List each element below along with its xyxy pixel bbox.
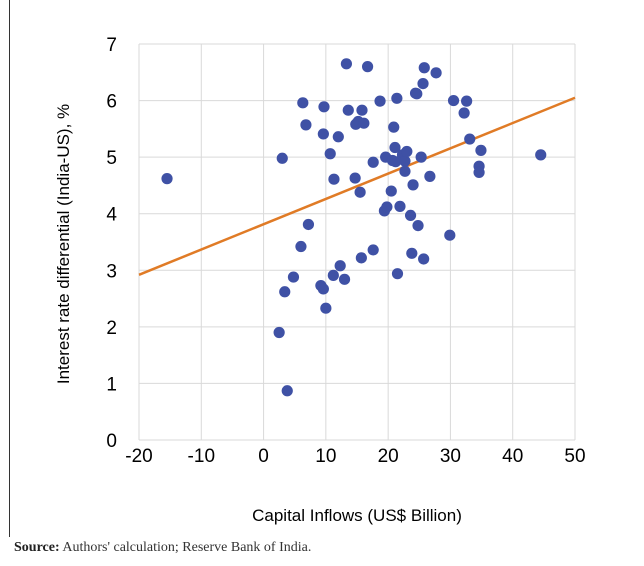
data-point bbox=[317, 128, 329, 140]
data-point bbox=[430, 67, 442, 79]
data-point bbox=[358, 117, 370, 129]
x-axis-title: Capital Inflows (US$ Billion) bbox=[252, 506, 462, 525]
data-point bbox=[464, 133, 476, 145]
data-point bbox=[391, 268, 404, 280]
data-point bbox=[356, 104, 368, 116]
data-point bbox=[388, 121, 400, 133]
data-point bbox=[385, 185, 397, 197]
data-point bbox=[361, 61, 374, 73]
data-point bbox=[407, 179, 419, 191]
source-label: Source: bbox=[14, 540, 60, 555]
y-tick-label: 2 bbox=[106, 318, 117, 339]
data-point bbox=[332, 131, 344, 143]
data-point bbox=[447, 94, 460, 107]
data-point bbox=[324, 148, 336, 160]
data-point bbox=[389, 141, 401, 154]
data-point bbox=[334, 260, 346, 272]
x-tick-label: -20 bbox=[125, 446, 152, 467]
data-point bbox=[535, 149, 547, 161]
grid-layer bbox=[138, 43, 576, 441]
data-point bbox=[300, 119, 312, 131]
data-point bbox=[318, 101, 330, 113]
y-tick-label: 7 bbox=[106, 35, 117, 56]
data-point bbox=[404, 209, 417, 222]
y-tick-label: 0 bbox=[106, 431, 117, 452]
x-tick-label: 0 bbox=[258, 446, 269, 467]
data-point bbox=[406, 247, 418, 259]
data-point bbox=[401, 145, 413, 158]
data-point bbox=[355, 252, 367, 264]
data-point bbox=[415, 151, 427, 163]
tick-labels: -20 -10 0 10 20 30 40 50 0 1 2 3 4 5 6 7 bbox=[106, 35, 585, 467]
data-point bbox=[295, 240, 307, 253]
data-point bbox=[411, 88, 423, 100]
y-axis-title: Interest rate differential (India-US), % bbox=[54, 104, 73, 384]
y-tick-label: 5 bbox=[106, 148, 117, 169]
data-point bbox=[391, 92, 403, 104]
data-point bbox=[374, 95, 386, 107]
data-point bbox=[161, 173, 173, 185]
data-point bbox=[424, 170, 436, 182]
scatter-chart: -20 -10 0 10 20 30 40 50 0 1 2 3 4 5 6 7 Capital Inflow… bbox=[54, 35, 586, 525]
data-point bbox=[328, 173, 340, 185]
data-point bbox=[340, 58, 353, 70]
y-tick-label: 4 bbox=[106, 205, 117, 226]
data-point bbox=[287, 271, 300, 283]
data-point bbox=[417, 78, 429, 90]
data-point bbox=[399, 155, 411, 167]
data-point bbox=[354, 186, 366, 198]
data-point bbox=[317, 283, 329, 295]
data-point bbox=[461, 95, 473, 107]
data-point bbox=[475, 144, 487, 156]
trendline bbox=[138, 96, 576, 276]
data-point bbox=[444, 229, 456, 241]
data-point bbox=[281, 385, 293, 397]
x-tick-label: 50 bbox=[564, 446, 585, 467]
data-point bbox=[327, 269, 339, 281]
y-tick-label: 3 bbox=[106, 261, 117, 282]
x-tick-label: 40 bbox=[502, 446, 523, 467]
data-point bbox=[302, 218, 315, 231]
data-point bbox=[367, 244, 379, 256]
x-tick-label: 30 bbox=[440, 446, 461, 467]
data-point bbox=[473, 166, 485, 179]
data-point bbox=[349, 172, 361, 184]
data-point bbox=[394, 200, 406, 212]
data-point bbox=[381, 201, 393, 213]
data-point bbox=[412, 219, 424, 232]
data-point bbox=[342, 104, 354, 116]
data-point bbox=[418, 62, 430, 74]
x-tick-label: -10 bbox=[188, 446, 215, 467]
data-point bbox=[367, 156, 379, 168]
data-point bbox=[297, 97, 309, 109]
data-points bbox=[161, 58, 547, 397]
data-point bbox=[320, 302, 332, 314]
trendline-layer bbox=[138, 96, 576, 276]
y-tick-label: 6 bbox=[106, 92, 117, 113]
data-point bbox=[279, 286, 291, 298]
data-point bbox=[276, 152, 288, 164]
source-text: Authors' calculation; Reserve Bank of In… bbox=[59, 540, 312, 555]
data-point bbox=[390, 156, 402, 168]
y-tick-label: 1 bbox=[106, 374, 117, 395]
data-point bbox=[273, 326, 285, 339]
left-border-rule bbox=[9, 0, 10, 537]
data-point bbox=[338, 273, 351, 285]
data-point bbox=[418, 253, 430, 265]
x-tick-label: 20 bbox=[378, 446, 399, 467]
data-point bbox=[399, 165, 411, 177]
data-point bbox=[458, 107, 470, 119]
source-note: Source: Authors' calculation; Reserve Ba… bbox=[14, 540, 311, 556]
x-tick-label: 10 bbox=[315, 446, 336, 467]
